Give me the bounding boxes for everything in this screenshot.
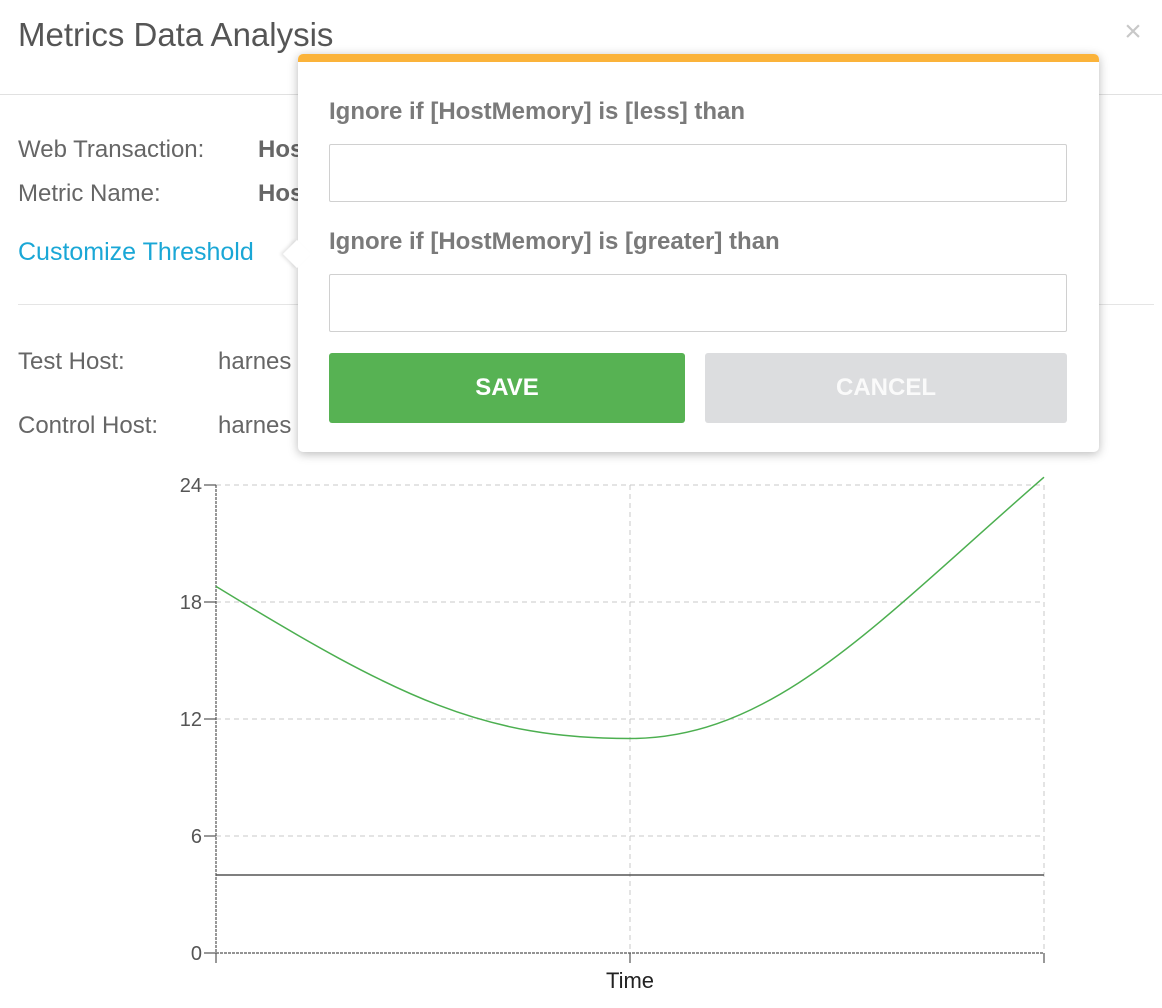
chart-axes: 0 6 12 18 24	[180, 475, 1045, 965]
less-threshold-label: Ignore if [HostMemory] is [less] than	[329, 98, 746, 125]
chart-series	[215, 476, 1045, 876]
y-tick-label: 0	[191, 943, 202, 965]
metric-name-value: Hos	[258, 180, 304, 207]
modal-title: Metrics Data Analysis	[18, 16, 334, 53]
test-host-value: harnes	[218, 348, 292, 375]
save-button[interactable]: SAVE	[329, 353, 685, 423]
popover-accent-bar	[298, 54, 1099, 62]
close-icon[interactable]: ×	[1124, 15, 1142, 48]
greater-threshold-input[interactable]	[329, 274, 1067, 332]
y-tick-label: 24	[180, 475, 202, 497]
x-axis-title: Time	[606, 968, 654, 993]
greater-threshold-label: Ignore if [HostMemory] is [greater] than	[329, 228, 780, 255]
web-transaction-label: Web Transaction:	[18, 136, 205, 163]
y-tick-label: 18	[180, 592, 202, 614]
customize-threshold-link[interactable]: Customize Threshold	[18, 238, 254, 266]
chart-grid	[216, 484, 1045, 953]
cancel-button[interactable]: CANCEL	[705, 353, 1067, 423]
y-tick-label: 12	[180, 709, 202, 731]
less-threshold-input[interactable]	[329, 144, 1067, 202]
y-tick-label: 6	[191, 826, 202, 848]
metric-name-label: Metric Name:	[18, 180, 161, 207]
series-line-0	[215, 476, 1045, 740]
threshold-popover: Ignore if [HostMemory] is [less] than Ig…	[282, 54, 1099, 452]
control-host-label: Control Host:	[18, 412, 159, 439]
control-host-value: harnes	[218, 412, 292, 439]
test-host-label: Test Host:	[18, 348, 125, 375]
web-transaction-value: Hos	[258, 136, 304, 163]
